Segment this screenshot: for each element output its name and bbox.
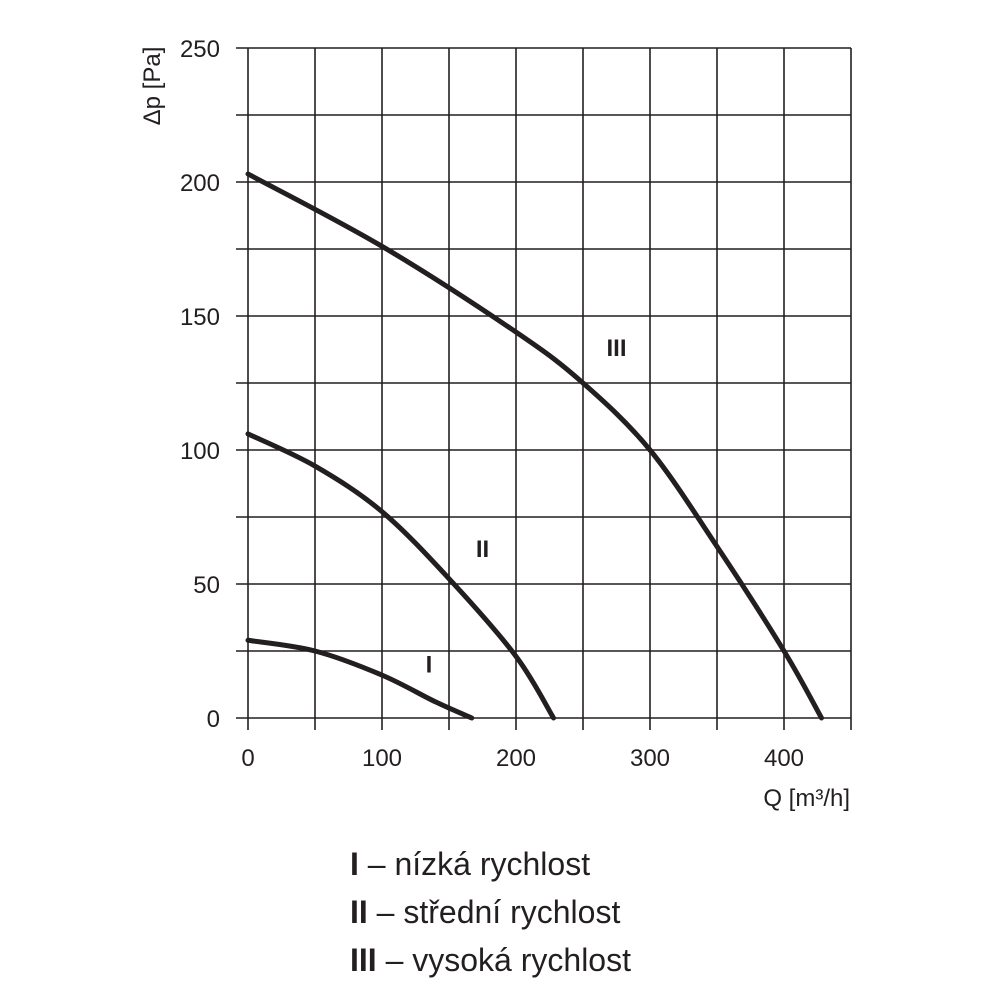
x-tick-label: 400	[764, 745, 804, 772]
y-tick-label: 150	[180, 304, 220, 331]
x-tick-label: 300	[630, 745, 670, 772]
y-tick-label: 0	[207, 706, 220, 733]
series-line-III	[245, 171, 825, 721]
y-tick-label: 200	[180, 170, 220, 197]
x-tick-label: 200	[496, 745, 536, 772]
legend-text: – vysoká rychlost	[376, 942, 631, 978]
legend: I – nízká rychlost II – střední rychlost…	[350, 840, 631, 984]
tick-labels: 0 100 200 300 400 0 50 100 150 200 250	[180, 36, 804, 772]
series-label-III: III	[606, 335, 626, 362]
y-tick-label: 100	[180, 438, 220, 465]
series-label-II: II	[476, 536, 489, 563]
legend-item-low: I – nízká rychlost	[350, 840, 631, 888]
y-axis-title: Δp [Pa]	[139, 47, 166, 126]
legend-item-high: III – vysoká rychlost	[350, 936, 631, 984]
y-tick-label: 50	[193, 572, 220, 599]
legend-key: III	[350, 942, 377, 978]
x-tick-label: 100	[362, 745, 402, 772]
legend-key: I	[350, 846, 359, 882]
series-line-I	[245, 637, 475, 721]
series-label-I: I	[426, 651, 433, 678]
x-tick-label: 0	[241, 745, 254, 772]
legend-key: II	[350, 894, 368, 930]
legend-text: – nízká rychlost	[358, 846, 591, 882]
legend-text: – střední rychlost	[367, 894, 621, 930]
x-axis-title: Q [m³/h]	[763, 785, 850, 812]
y-tick-label: 250	[180, 36, 220, 63]
series-line-II	[245, 431, 557, 721]
grid	[236, 47, 852, 730]
legend-item-medium: II – střední rychlost	[350, 888, 631, 936]
